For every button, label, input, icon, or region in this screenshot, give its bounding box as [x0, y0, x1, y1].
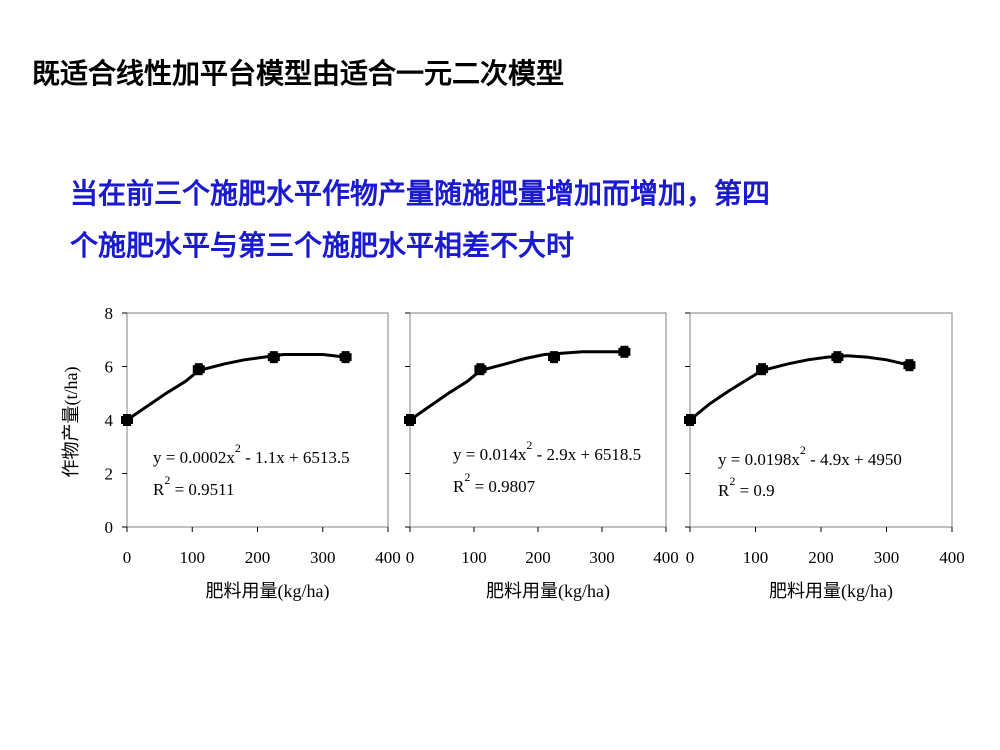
r-squared: R2 = 0.9807 [453, 470, 536, 496]
y-tick-label: 4 [105, 411, 114, 430]
fit-curve [409, 350, 625, 422]
x-tick-label: 100 [743, 548, 769, 567]
r-squared: R2 = 0.9 [718, 474, 775, 500]
slide-title: 既适合线性加平台模型由适合一元二次模型 [32, 57, 565, 90]
y-tick-label: 8 [105, 304, 114, 323]
plot-frame [126, 312, 389, 528]
y-axis-label: 作物产量(t/ha) [61, 367, 82, 478]
data-point [121, 414, 133, 426]
fit-equation: y = 0.014x2 - 2.9x + 6518.5 [453, 438, 641, 464]
data-point [474, 363, 487, 376]
data-point [903, 359, 916, 372]
x-axis-label: 肥料用量(kg/ha) [769, 581, 893, 602]
y-tick-label: 6 [105, 358, 114, 377]
data-point [831, 351, 844, 364]
fit-curve [689, 354, 910, 422]
x-axis-label: 肥料用量(kg/ha) [206, 581, 330, 602]
chart-2: 0 100 200 300 400 肥料用量(kg/ha) y = 0.014x2 - 2.… [404, 312, 679, 602]
x-tick-label: 300 [874, 548, 900, 567]
fit-equation: y = 0.0002x2 - 1.1x + 6513.5 [153, 441, 350, 467]
x-axis-label: 肥料用量(kg/ha) [486, 581, 610, 602]
x-tick-label: 400 [939, 548, 965, 567]
subtitle-line-1: 当在前三个施肥水平作物产量随施肥量增加而增加，第四 [70, 177, 771, 210]
x-tick-label: 300 [589, 548, 615, 567]
plot-frame [409, 312, 667, 528]
data-point [339, 351, 352, 364]
data-point [618, 345, 631, 358]
x-tick-label: 100 [461, 548, 487, 567]
fit-equation: y = 0.0198x2 - 4.9x + 4950 [718, 443, 902, 469]
x-tick-label: 200 [525, 548, 551, 567]
x-tick-label: 400 [653, 548, 679, 567]
data-point [404, 414, 416, 426]
x-tick-label: 100 [180, 548, 206, 567]
x-tick-label: 400 [375, 548, 401, 567]
data-point [548, 351, 560, 364]
y-tick-label: 0 [105, 518, 114, 537]
x-tick-label: 0 [406, 548, 415, 567]
x-tick-label: 200 [808, 548, 834, 567]
slide-subtitle: 当在前三个施肥水平作物产量随施肥量增加而增加，第四 个施肥水平与第三个施肥水平相… [70, 168, 950, 272]
y-tick-label: 2 [105, 465, 114, 484]
r-squared: R2 = 0.9511 [153, 473, 235, 499]
subtitle-line-2: 个施肥水平与第三个施肥水平相差不大时 [70, 229, 575, 262]
data-point [192, 363, 205, 376]
data-point [267, 351, 280, 364]
x-tick-label: 200 [245, 548, 271, 567]
data-point [756, 363, 769, 376]
x-tick-label: 0 [686, 548, 695, 567]
x-tick-label: 300 [310, 548, 336, 567]
fit-curve [126, 353, 346, 422]
chart-1: 0 2 4 6 8 0 100 200 300 400 肥料用量(kg/ha) 作物产量(t/ha) y… [61, 304, 401, 602]
x-tick-label: 0 [123, 548, 132, 567]
chart-3: 0 100 200 300 400 肥料用量(kg/ha) y = 0.0198x2 - 4… [684, 312, 965, 602]
data-point [684, 414, 696, 426]
